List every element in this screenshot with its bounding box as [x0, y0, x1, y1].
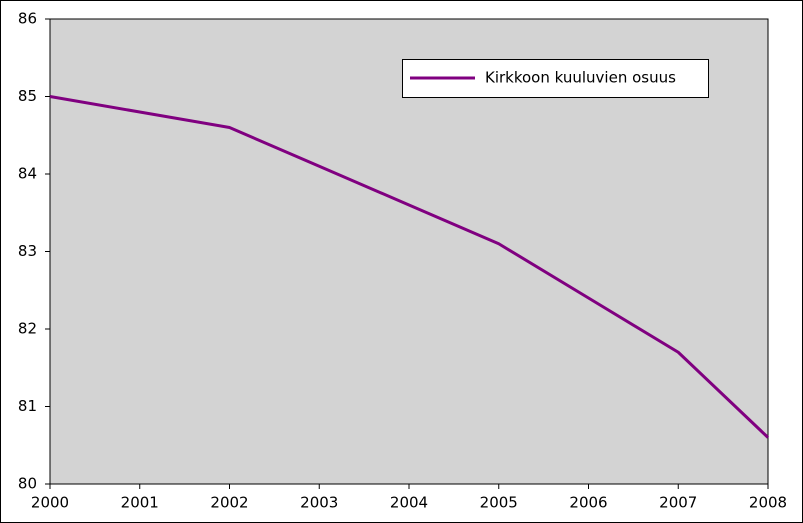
- y-tick-label: 82: [18, 320, 37, 338]
- data-line: [49, 95, 770, 439]
- y-tick-label: 85: [18, 87, 37, 105]
- x-tick-label: 2006: [569, 494, 607, 512]
- legend: Kirkkoon kuuluvien osuus: [402, 59, 709, 98]
- x-tick-label: 2004: [390, 494, 428, 512]
- x-tick-label: 2000: [31, 494, 69, 512]
- x-tick-label: 2003: [300, 494, 338, 512]
- x-tick-label: 2002: [210, 494, 248, 512]
- y-tick-label: 84: [18, 165, 37, 183]
- y-tick-label: 80: [18, 475, 37, 493]
- legend-label: Kirkkoon kuuluvien osuus: [485, 69, 676, 87]
- y-tick-label: 83: [18, 242, 37, 260]
- y-tick-label: 86: [18, 10, 37, 28]
- y-tick-label: 81: [18, 397, 37, 415]
- x-tick-label: 2008: [749, 494, 787, 512]
- x-tick-label: 2001: [121, 494, 159, 512]
- x-tick-label: 2005: [480, 494, 518, 512]
- x-tick-label: 2007: [659, 494, 697, 512]
